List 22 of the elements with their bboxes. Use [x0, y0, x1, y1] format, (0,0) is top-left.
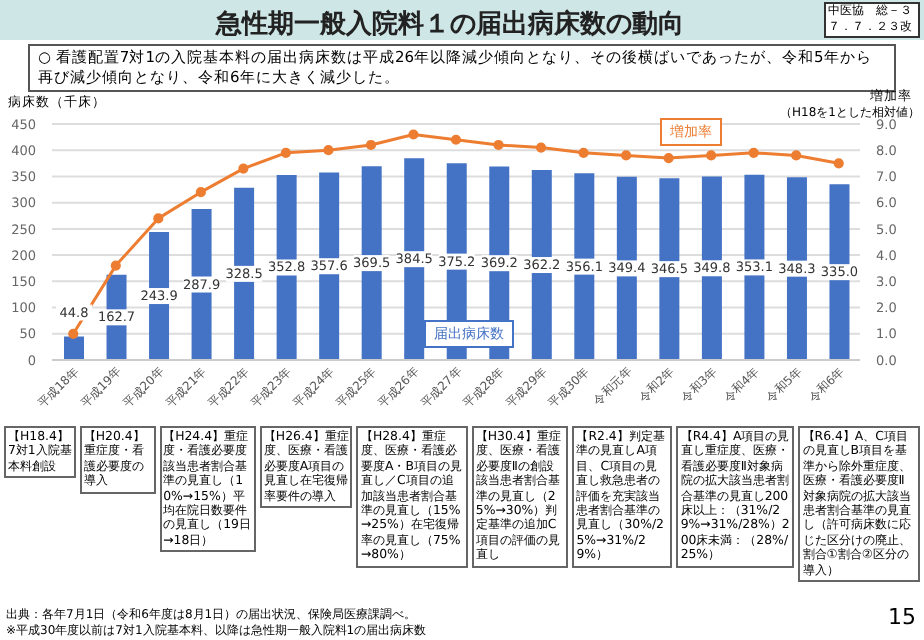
point	[578, 147, 589, 158]
point	[110, 260, 121, 271]
point	[153, 213, 164, 224]
point	[748, 147, 759, 158]
point	[493, 139, 504, 151]
point	[706, 150, 717, 161]
point	[663, 152, 674, 164]
point	[323, 145, 334, 156]
point	[195, 187, 206, 198]
point	[621, 150, 632, 161]
chart-title: 急性期一般入院料１の届出病床数の動向	[213, 7, 686, 42]
point	[280, 147, 291, 158]
point	[535, 142, 547, 153]
point	[791, 150, 802, 161]
point	[365, 139, 377, 151]
point	[450, 134, 462, 145]
point	[238, 163, 249, 174]
point	[408, 129, 419, 140]
text: 15	[888, 604, 916, 630]
bar	[64, 336, 84, 360]
point	[833, 158, 844, 169]
point	[68, 328, 79, 339]
